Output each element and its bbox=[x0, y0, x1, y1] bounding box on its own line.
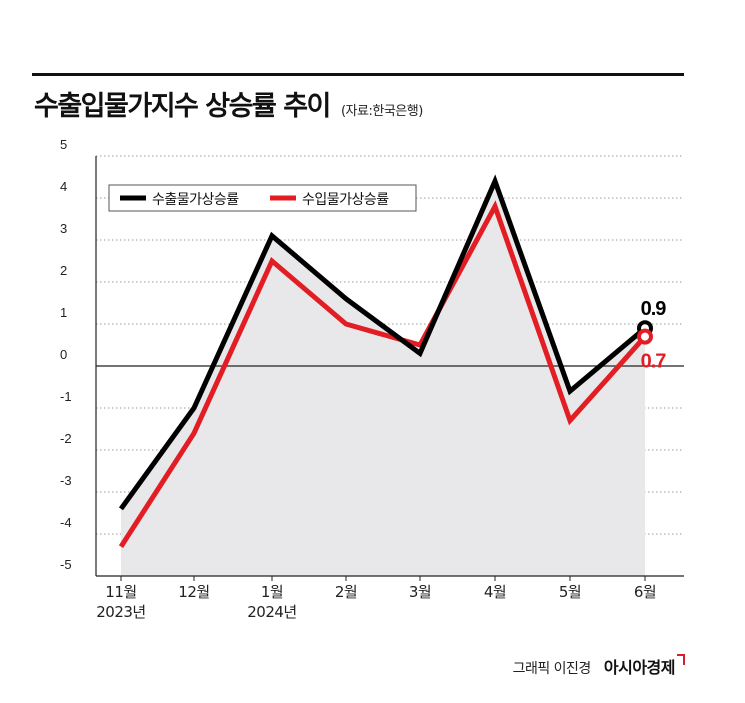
x-tick-label: 2024년 bbox=[247, 603, 296, 621]
x-tick-label: 5월 bbox=[559, 583, 581, 601]
y-tick-label: 2 bbox=[60, 263, 67, 278]
y-tick-label: 0 bbox=[60, 347, 67, 362]
x-tick-label: 6월 bbox=[634, 583, 656, 601]
brand-logo-text: 아시아경제 bbox=[603, 658, 676, 677]
chart-title: 수출입물가지수 상승률 추이 bbox=[34, 91, 331, 122]
x-tick-label: 4월 bbox=[484, 583, 506, 601]
y-tick-label: 5 bbox=[60, 137, 67, 152]
y-tick-label: -2 bbox=[60, 431, 72, 446]
y-tick-label: -4 bbox=[60, 515, 72, 530]
end-annotations: 0.9 0.7 bbox=[637, 298, 667, 373]
legend-label-import: 수입물가상승률 bbox=[302, 192, 389, 208]
legend-box bbox=[108, 184, 417, 212]
top-rule bbox=[32, 73, 684, 76]
area-fill-under-export bbox=[121, 181, 645, 576]
x-tick-label: 2월 bbox=[335, 583, 357, 601]
legend: 수출물가상승률 수입물가상승률 bbox=[108, 184, 417, 212]
end-marker-import bbox=[637, 328, 653, 345]
x-tick-label: 1월 bbox=[261, 583, 283, 601]
y-tick-label: -1 bbox=[60, 389, 72, 404]
x-tick-label: 2023년 bbox=[96, 603, 145, 621]
x-tick-label: 11월 bbox=[105, 583, 136, 601]
y-tick-labels: 5 4 3 2 1 0 -1 -2 -3 -4 -5 bbox=[60, 137, 72, 572]
header: 수출입물가지수 상승률 추이 (자료:한국은행) bbox=[34, 84, 423, 123]
y-tick-label: 1 bbox=[60, 305, 67, 320]
series-line-export bbox=[118, 174, 647, 511]
y-tick-label: -5 bbox=[60, 557, 72, 572]
data-label-import: 0.7 bbox=[641, 351, 667, 373]
series-lines bbox=[118, 174, 647, 548]
footer-credit: 그래픽 이진경 아시아경제 bbox=[513, 654, 685, 678]
credit-text: 그래픽 이진경 bbox=[512, 661, 592, 677]
y-tick-label: -3 bbox=[60, 473, 72, 488]
source-note: (자료:한국은행) bbox=[340, 104, 423, 119]
x-tick-label: 12월 bbox=[178, 583, 209, 601]
y-tick-label: 4 bbox=[60, 179, 67, 194]
x-tick-labels: 11월 2023년 12월 1월 2024년 2월 3월 4월 5월 6월 bbox=[96, 576, 657, 621]
data-label-export: 0.9 bbox=[641, 298, 667, 320]
legend-label-export: 수출물가상승률 bbox=[152, 192, 239, 208]
y-tick-label: 3 bbox=[60, 221, 67, 236]
brand-mark-icon bbox=[677, 654, 685, 665]
series-line-import bbox=[118, 200, 647, 548]
x-tick-label: 3월 bbox=[409, 583, 431, 601]
